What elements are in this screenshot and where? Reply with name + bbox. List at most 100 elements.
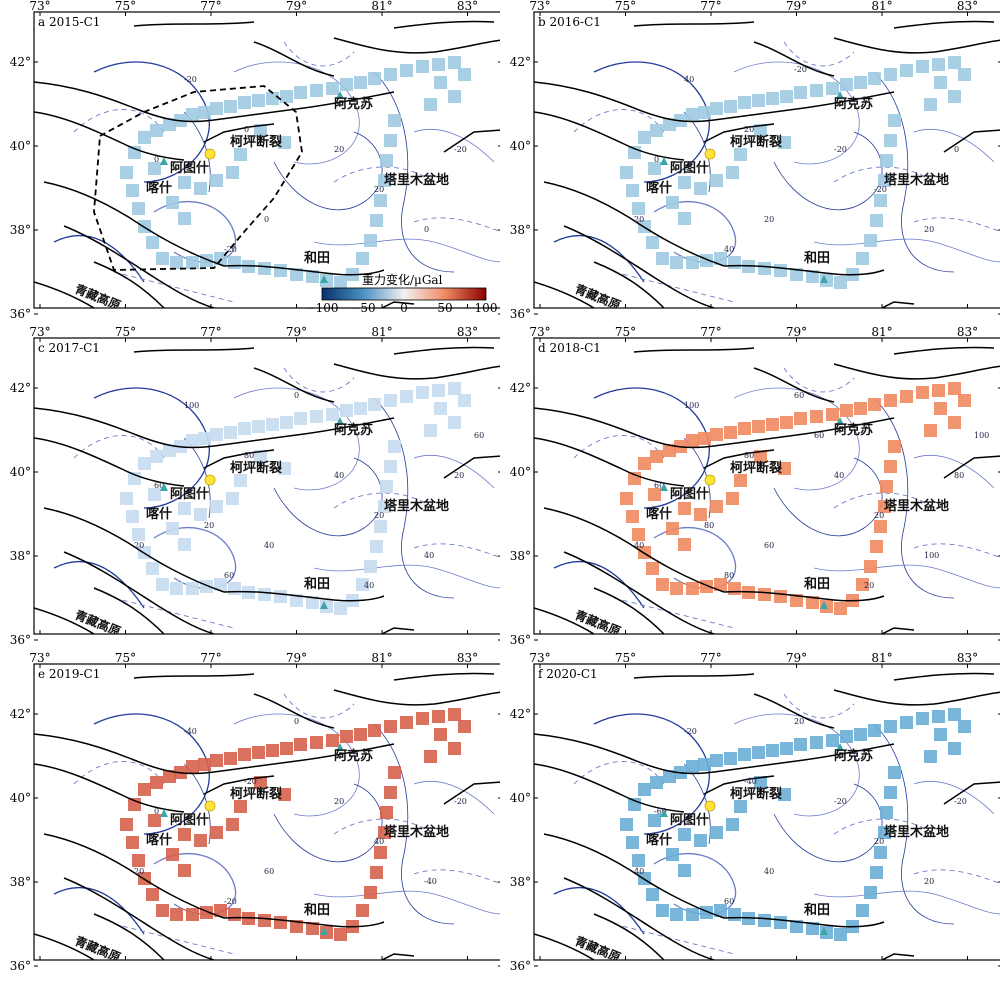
gravity-station-square — [934, 402, 947, 415]
gravity-station-square — [638, 783, 651, 796]
fault-line — [943, 129, 1000, 153]
gravity-station-square — [126, 184, 139, 197]
gravity-station-square — [434, 402, 447, 415]
place-label-atushi: 阿图什 — [170, 160, 209, 176]
contour-label: 20 — [924, 877, 934, 886]
gravity-station-square — [374, 520, 387, 533]
contour-label: 20 — [744, 125, 754, 134]
fault-line — [443, 781, 502, 805]
gravity-station-square — [698, 758, 711, 771]
gravity-station-square — [266, 418, 279, 431]
contour-label: 0 — [654, 155, 659, 164]
contour-label: 20 — [204, 521, 214, 530]
fault-line — [880, 953, 915, 960]
gravity-station-square — [864, 234, 877, 247]
contour-label: 20 — [334, 145, 344, 154]
gravity-station-square — [310, 410, 323, 423]
gravity-station-square — [726, 166, 739, 179]
gravity-contour — [53, 560, 145, 609]
gravity-station-square — [226, 818, 239, 831]
contour-label: 20 — [874, 511, 884, 520]
gravity-contour — [313, 238, 502, 263]
gravity-station-square — [738, 422, 751, 435]
lat-tick-label: 36° — [510, 633, 531, 647]
gravity-station-square — [884, 68, 897, 81]
gravity-station-square — [458, 394, 471, 407]
lon-tick-label: 77° — [200, 652, 221, 665]
colorbar-tick-label: 0 — [400, 301, 408, 315]
station-triangle-icon — [320, 927, 328, 935]
fault-line — [633, 673, 755, 679]
gravity-station-square — [790, 268, 803, 281]
panel-label: f 2020-C1 — [538, 667, 598, 681]
gravity-station-square — [178, 176, 191, 189]
gravity-station-square — [656, 904, 669, 917]
fault-line — [133, 673, 255, 679]
gravity-station-square — [868, 72, 881, 85]
place-label-akesu: 阿克苏 — [334, 96, 373, 112]
station-triangle-icon — [160, 809, 168, 817]
gravity-station-square — [166, 848, 179, 861]
gravity-station-square — [874, 520, 887, 533]
lon-tick-label: 83° — [457, 652, 478, 665]
gravity-station-square — [880, 154, 893, 167]
place-label-fault: 柯坪断裂 — [230, 134, 283, 150]
gravity-station-square — [254, 124, 267, 137]
lon-tick-label: 77° — [700, 326, 721, 339]
contour-label: 20 — [864, 581, 874, 590]
panel-label: d 2018-C1 — [538, 341, 601, 355]
gravity-station-square — [648, 162, 661, 175]
station-triangle-icon — [836, 743, 844, 751]
gravity-contour — [373, 723, 455, 925]
map-content: 100 80 60 40 20 40 60 40 20 0 20 40 60 20 阿克苏柯坪断裂阿图什喀什… — [34, 346, 502, 634]
map-panel-e: -40 -20 0 20 40 60 -20 -40 -20 0 20 阿克苏 柯坪断裂 阿图什 喀什 塔里木… — [0, 651, 503, 982]
fault-line — [253, 693, 335, 729]
fault-line — [833, 363, 1000, 380]
gravity-station-square — [448, 416, 461, 429]
gravity-station-square — [663, 118, 676, 131]
fault-line — [333, 37, 502, 54]
place-label-kashi: 喀什 — [146, 832, 172, 848]
lat-tick-label: 38° — [510, 875, 531, 889]
gravity-station-square — [242, 586, 255, 599]
lon-tick-label: 79° — [286, 0, 307, 13]
fault-line — [133, 347, 255, 353]
gravity-station-square — [228, 908, 241, 921]
gravity-station-square — [178, 212, 191, 225]
contour-label: 20 — [134, 867, 144, 876]
gravity-station-square — [364, 234, 377, 247]
gravity-station-square — [724, 426, 737, 439]
gravity-station-square — [752, 746, 765, 759]
epicenter-marker — [704, 800, 716, 812]
gravity-station-square — [778, 788, 791, 801]
gravity-station-square — [258, 914, 271, 927]
station-triangle-icon — [160, 483, 168, 491]
fault-line — [543, 181, 725, 267]
fault-line — [43, 181, 225, 267]
gravity-station-square — [854, 402, 867, 415]
gravity-station-square — [224, 100, 237, 113]
lon-tick-label: 77° — [700, 652, 721, 665]
place-label-kashi: 喀什 — [646, 506, 672, 522]
place-label-fault: 柯坪断裂 — [230, 786, 283, 802]
contour-label: 60 — [224, 571, 234, 580]
gravity-station-square — [932, 384, 945, 397]
place-label-atushi: 阿图什 — [670, 160, 709, 176]
gravity-contour — [93, 713, 210, 835]
contour-label: 100 — [924, 551, 939, 560]
gravity-station-square — [856, 904, 869, 917]
gravity-contour — [273, 783, 383, 863]
gravity-station-square — [916, 712, 929, 725]
epicenter-marker — [204, 474, 216, 486]
gravity-station-square — [224, 752, 237, 765]
contour-label: 60 — [474, 431, 484, 440]
gravity-station-square — [666, 196, 679, 209]
gravity-station-square — [380, 480, 393, 493]
gravity-contour — [733, 713, 860, 817]
gravity-station-square — [274, 264, 287, 277]
gravity-station-square — [924, 750, 937, 763]
gravity-station-square — [810, 736, 823, 749]
gravity-station-square — [400, 390, 413, 403]
gravity-station-square — [278, 462, 291, 475]
contour-label: 60 — [654, 481, 664, 490]
